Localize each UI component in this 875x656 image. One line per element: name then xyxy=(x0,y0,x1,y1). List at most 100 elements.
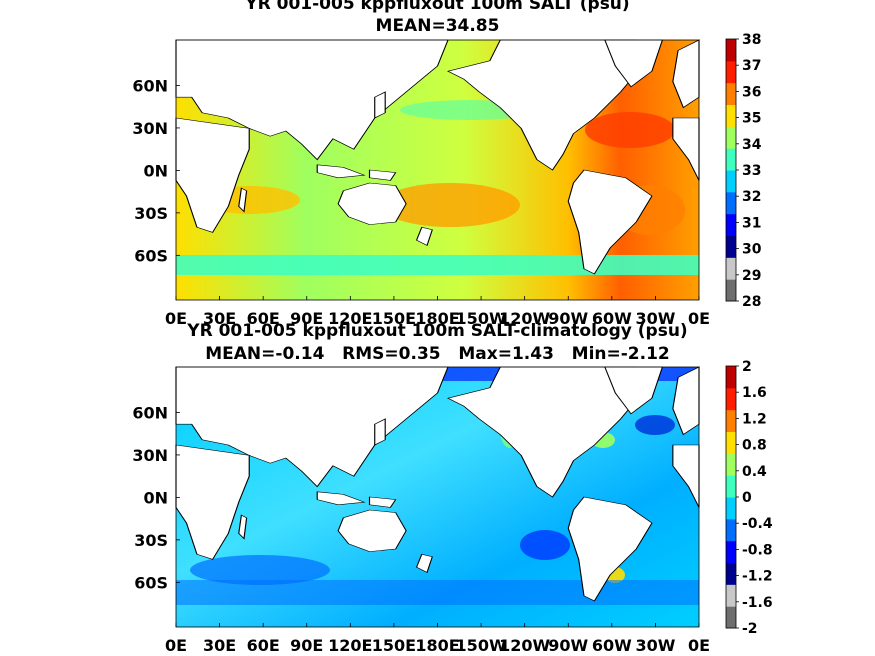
top-colorbar-segment xyxy=(726,148,736,171)
top-colorbar-segment xyxy=(726,82,736,105)
top-colorbar: 38 37 36 35 34 33 32 31 30 29 28 xyxy=(725,32,762,310)
bottom-x-tick-label: 120E xyxy=(328,636,372,655)
bottom-y-axis: 60N 30N 0N 30S 60S xyxy=(132,403,180,592)
bottom-colorbar-segment xyxy=(726,518,736,542)
top-southern-ocean-band xyxy=(176,255,699,275)
bottom-x-tick-label: 90W xyxy=(548,636,588,655)
bottom-colorbar: 2 1.6 1.2 0.8 0.4 0 -0.4 -0.8 -1.2 -1.6 -2 xyxy=(725,359,773,637)
bottom-x-tick-label: 180E xyxy=(415,636,459,655)
bottom-low-anomaly-indian xyxy=(190,555,330,585)
bottom-colorbar-segment xyxy=(726,540,736,563)
top-x-tick-label: 90E xyxy=(290,309,323,328)
bottom-x-tick-label: 150W xyxy=(456,636,507,655)
bottom-colorbar-tick-label: -0.8 xyxy=(742,542,773,558)
bottom-x-tick-label: 60W xyxy=(592,636,632,655)
top-colorbar-tick-label: 38 xyxy=(742,32,761,48)
bottom-x-tick-label: 150E xyxy=(372,636,416,655)
top-colorbar-segment xyxy=(726,213,736,236)
top-y-tick-label: 0N xyxy=(143,161,168,180)
top-colorbar-segment xyxy=(726,235,736,258)
top-x-tick-label: 120W xyxy=(499,309,550,328)
top-y-tick-label: 60S xyxy=(134,246,168,265)
bottom-colorbar-tick-label: 0.8 xyxy=(742,438,767,454)
top-x-tick-label: 30E xyxy=(203,309,236,328)
top-x-tick-label: 90W xyxy=(548,309,588,328)
top-colorbar-tick-label: 30 xyxy=(742,242,762,258)
top-colorbar-segment xyxy=(726,39,736,62)
top-x-tick-label: 150W xyxy=(456,309,507,328)
bottom-x-tick-label: 120W xyxy=(499,636,550,655)
bottom-colorbar-segment xyxy=(726,409,736,432)
top-colorbar-tick-label: 34 xyxy=(742,137,762,153)
bottom-colorbar-tick-label: 0.4 xyxy=(742,464,767,480)
top-colorbar-segment xyxy=(726,170,736,193)
bottom-x-tick-label: 30E xyxy=(203,636,236,655)
bottom-x-tick-label: 90E xyxy=(290,636,323,655)
top-chart-subtitle: MEAN=34.85 xyxy=(375,16,500,36)
bottom-southern-ocean-band xyxy=(176,580,699,605)
bottom-y-tick-label: 60S xyxy=(134,573,168,592)
top-y-tick-label: 60N xyxy=(132,76,168,95)
top-colorbar-tick-label: 32 xyxy=(742,189,761,205)
top-colorbar-tick-label: 29 xyxy=(742,268,761,284)
top-colorbar-segment xyxy=(726,279,736,302)
top-colorbar-segment xyxy=(726,60,736,84)
top-x-tick-label: 60E xyxy=(247,309,280,328)
bottom-low-anomaly-south-pacific xyxy=(520,530,570,560)
top-x-tick-label: 0E xyxy=(688,309,710,328)
top-colorbar-tick-label: 36 xyxy=(742,84,761,100)
bottom-y-tick-label: 30S xyxy=(134,531,168,550)
bottom-x-tick-label: 60E xyxy=(247,636,280,655)
bottom-colorbar-segment xyxy=(726,562,736,585)
bottom-colorbar-tick-label: -2 xyxy=(742,621,758,637)
top-y-axis: 60N 30N 0N 30S 60S xyxy=(132,76,180,265)
bottom-colorbar-segment xyxy=(726,387,736,411)
bottom-colorbar-segment xyxy=(726,584,736,607)
top-chart-title: YR 001-005 kppfluxout 100m SALT (psu) xyxy=(245,0,630,14)
top-colorbar-segment xyxy=(726,126,736,149)
top-colorbar-tick-label: 35 xyxy=(742,111,761,127)
bottom-colorbar-segment xyxy=(726,475,736,498)
bottom-colorbar-tick-label: 1.2 xyxy=(742,411,767,427)
top-pacific-high-salinity xyxy=(380,183,520,227)
bottom-chart-title: YR 001-005 kppfluxout 100m SALT-climatol… xyxy=(187,321,688,341)
bottom-y-tick-label: 0N xyxy=(143,488,168,507)
top-x-tick-label: 0E xyxy=(165,309,187,328)
bottom-colorbar-segment xyxy=(726,431,736,454)
top-x-tick-label: 60W xyxy=(592,309,632,328)
bottom-chart-subtitle: MEAN=-0.14 RMS=0.35 Max=1.43 Min=-2.12 xyxy=(205,344,670,364)
bottom-x-tick-label: 0E xyxy=(165,636,187,655)
top-colorbar-segment xyxy=(726,191,736,215)
bottom-colorbar-segment xyxy=(726,606,736,629)
top-y-tick-label: 30S xyxy=(134,204,168,223)
bottom-x-tick-label: 30W xyxy=(635,636,675,655)
top-colorbar-tick-label: 33 xyxy=(742,163,761,179)
bottom-y-tick-label: 60N xyxy=(132,403,168,422)
bottom-colorbar-tick-label: 1.6 xyxy=(742,385,767,401)
bottom-y-tick-label: 30N xyxy=(132,446,168,465)
top-x-tick-label: 180E xyxy=(415,309,459,328)
top-colorbar-tick-label: 37 xyxy=(742,58,761,74)
bottom-colorbar-segment xyxy=(726,453,736,476)
top-colorbar-tick-label: 28 xyxy=(742,294,761,310)
bottom-colorbar-tick-label: -1.6 xyxy=(742,595,773,611)
bottom-low-anomaly-north-atlantic xyxy=(635,415,675,435)
top-colorbar-tick-label: 31 xyxy=(742,215,761,231)
top-x-tick-label: 120E xyxy=(328,309,372,328)
top-colorbar-segment xyxy=(726,257,736,280)
bottom-colorbar-tick-label: -0.4 xyxy=(742,516,773,532)
bottom-colorbar-tick-label: 0 xyxy=(742,490,752,506)
top-y-tick-label: 30N xyxy=(132,119,168,138)
bottom-colorbar-segment xyxy=(726,497,736,520)
bottom-x-tick-label: 0E xyxy=(688,636,710,655)
bottom-colorbar-segment xyxy=(726,366,736,389)
bottom-colorbar-tick-label: -1.2 xyxy=(742,569,773,585)
top-colorbar-segment xyxy=(726,104,736,127)
top-x-tick-label: 30W xyxy=(635,309,675,328)
bottom-colorbar-tick-label: 2 xyxy=(742,359,752,375)
